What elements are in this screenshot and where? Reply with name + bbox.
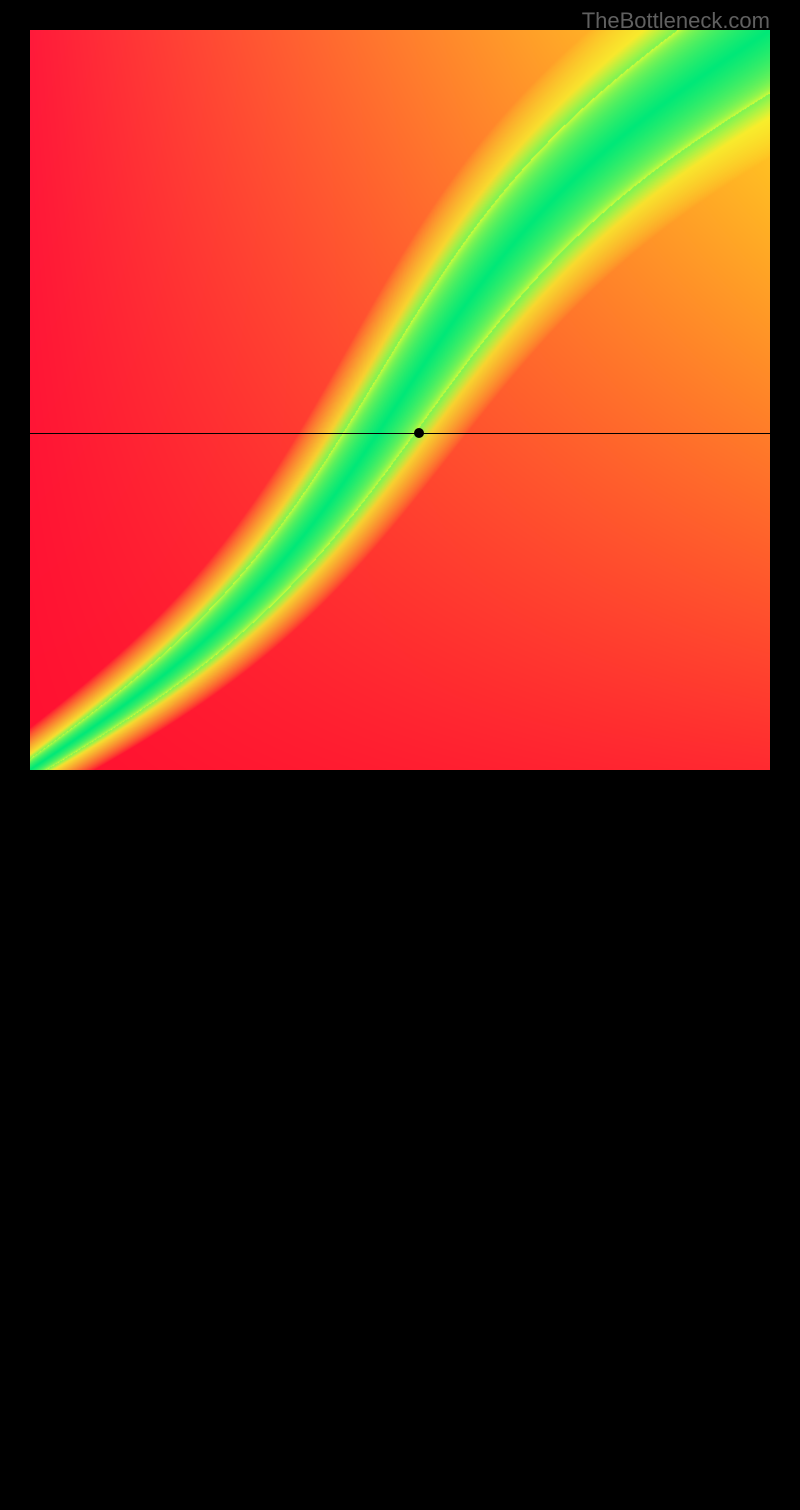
watermark-text: TheBottleneck.com (582, 8, 770, 34)
bottleneck-heatmap (30, 30, 770, 770)
crosshair-vertical (419, 770, 420, 1510)
crosshair-marker (414, 428, 424, 438)
heatmap-canvas (30, 30, 770, 770)
crosshair-horizontal (30, 433, 770, 434)
